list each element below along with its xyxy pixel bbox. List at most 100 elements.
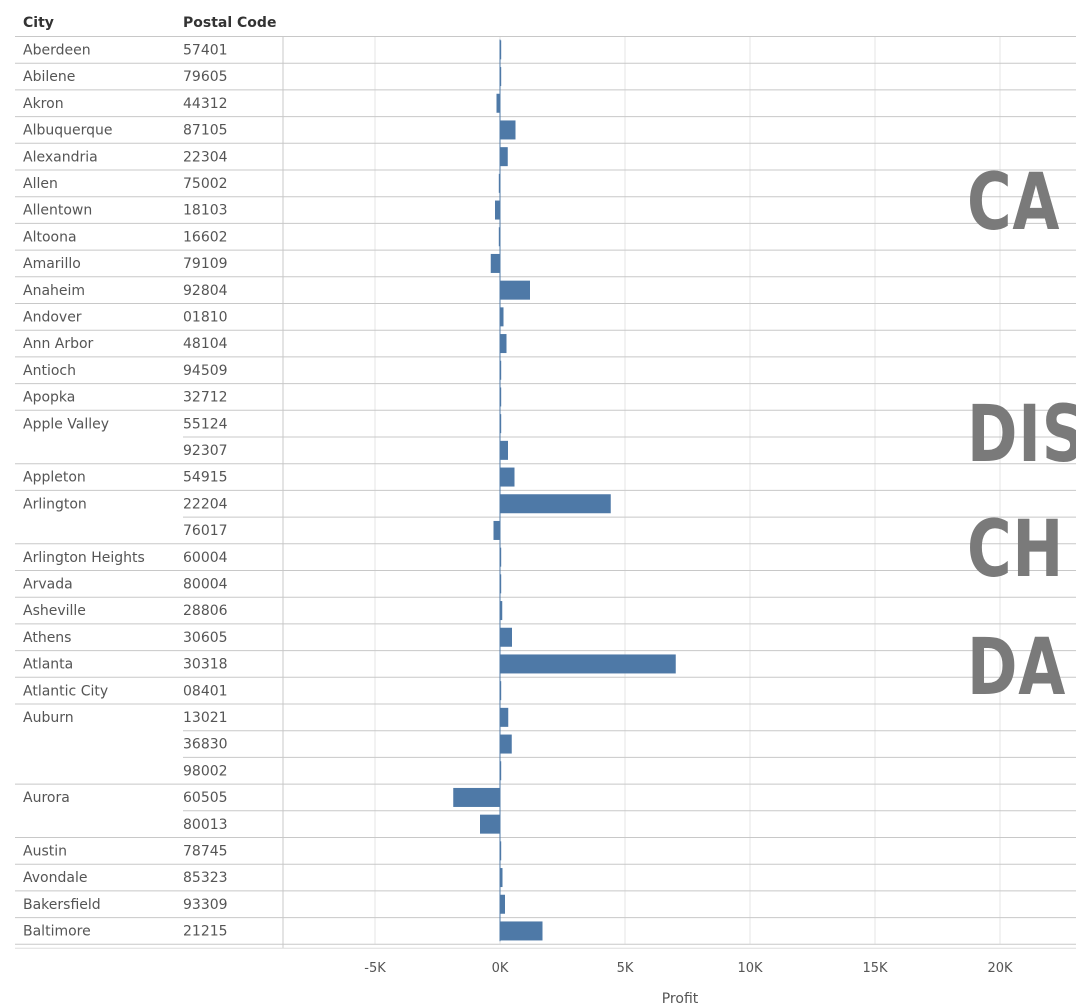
postal-code-label: 78745 [183,844,228,860]
postal-code-label: 87105 [183,123,228,139]
profit-bar[interactable] [500,894,505,914]
profit-bar[interactable] [500,40,502,60]
city-label: Auburn [23,710,74,726]
profit-bar[interactable] [490,253,500,273]
city-label: Athens [23,630,71,646]
row-divider-layer [15,36,1076,949]
profit-bar[interactable] [500,120,516,140]
profit-bar[interactable] [500,414,502,434]
profit-bar[interactable] [500,440,508,460]
profit-bar[interactable] [498,173,500,193]
city-label: Avondale [23,870,87,886]
city-label: Abilene [23,69,75,85]
city-label: Alexandria [23,149,98,165]
city-label: Asheville [23,603,86,619]
city-label: Baltimore [23,924,91,940]
city-label: Amarillo [23,256,81,272]
city-label: Akron [23,96,64,112]
profit-bar[interactable] [480,814,500,834]
city-label: Altoona [23,229,77,245]
postal-code-label: 18103 [183,203,228,219]
profit-bar[interactable] [500,307,504,327]
x-axis-title: Profit [662,991,699,1007]
city-label: Atlanta [23,657,73,673]
postal-code-label: 93309 [183,897,228,913]
postal-code-label: 30605 [183,630,228,646]
profit-bar[interactable] [500,868,503,888]
city-label: Allen [23,176,58,192]
postal-code-label: 08401 [183,683,228,699]
city-label: Arlington Heights [23,550,145,566]
postal-code-label: 22304 [183,149,228,165]
postal-code-label: 55124 [183,416,228,432]
profit-bar[interactable] [500,67,502,87]
city-label: Andover [23,310,82,326]
row-label-layer: Aberdeen 57401 Abilene 79605 Akron 44312 Albuq… [23,43,228,940]
city-label: Albuquerque [23,123,112,139]
postal-code-label: 16602 [183,229,228,245]
postal-code-label: 36830 [183,737,228,753]
postal-code-label: 44312 [183,96,228,112]
profit-bar[interactable] [495,200,500,220]
city-label: Bakersfield [23,897,101,913]
profit-bar[interactable] [453,787,500,807]
postal-code-label: 80004 [183,577,228,593]
postal-code-label: 92804 [183,283,228,299]
city-label: Arlington [23,496,87,512]
profit-bar[interactable] [500,761,502,781]
profit-bar[interactable] [500,627,512,647]
postal-code-label: 76017 [183,523,228,539]
profit-bar[interactable] [496,93,501,113]
postal-code-label: 13021 [183,710,228,726]
postal-code-label: 54915 [183,470,228,486]
postal-code-label: 60004 [183,550,228,566]
postal-code-label: 32712 [183,390,228,406]
city-label: Atlantic City [23,683,108,699]
postal-code-label: 57401 [183,43,228,59]
profit-bar[interactable] [500,360,502,380]
postal-code-label: 22204 [183,496,228,512]
profit-bar[interactable] [500,654,676,674]
city-label: Arvada [23,577,73,593]
profit-bar[interactable] [500,841,502,861]
profit-bar[interactable] [500,681,502,701]
postal-code-label: 28806 [183,603,228,619]
city-label: Appleton [23,470,86,486]
profit-bar[interactable] [500,547,502,567]
profit-bar[interactable] [498,227,500,247]
city-label: Apopka [23,390,75,406]
postal-code-label: 85323 [183,870,228,886]
city-column-header: City [23,15,54,31]
x-axis: -5K 0K 5K 10K 15K 20K [364,961,1013,976]
x-tick-label: -5K [364,961,386,976]
profit-bar[interactable] [493,520,501,540]
profit-bar[interactable] [500,707,509,727]
profit-bar[interactable] [500,734,512,754]
profit-bar[interactable] [500,334,507,354]
x-tick-label: 5K [617,961,634,976]
postal-code-label: 30318 [183,657,228,673]
x-tick-label: 20K [987,961,1013,976]
postal-code-label: 98002 [183,763,228,779]
profit-bar[interactable] [500,574,502,594]
profit-bar[interactable] [500,387,502,407]
postal-code-label: 60505 [183,790,228,806]
city-label: Allentown [23,203,92,219]
x-tick-label: 15K [862,961,888,976]
postal-code-label: 92307 [183,443,228,459]
profit-bar[interactable] [500,280,530,300]
profit-bar[interactable] [500,494,611,514]
bar-layer [453,39,676,942]
city-label: Aberdeen [23,43,91,59]
profit-bar[interactable] [500,601,503,621]
postal-code-label: 79109 [183,256,228,272]
postal-code-label: 94509 [183,363,228,379]
profit-bar[interactable] [500,921,543,941]
profit-bar[interactable] [500,467,515,487]
x-tick-label: 0K [492,961,509,976]
postal-code-column-header: Postal Code [183,15,277,31]
profit-bar[interactable] [500,147,508,167]
city-label: Aurora [23,790,70,806]
postal-code-label: 48104 [183,336,228,352]
